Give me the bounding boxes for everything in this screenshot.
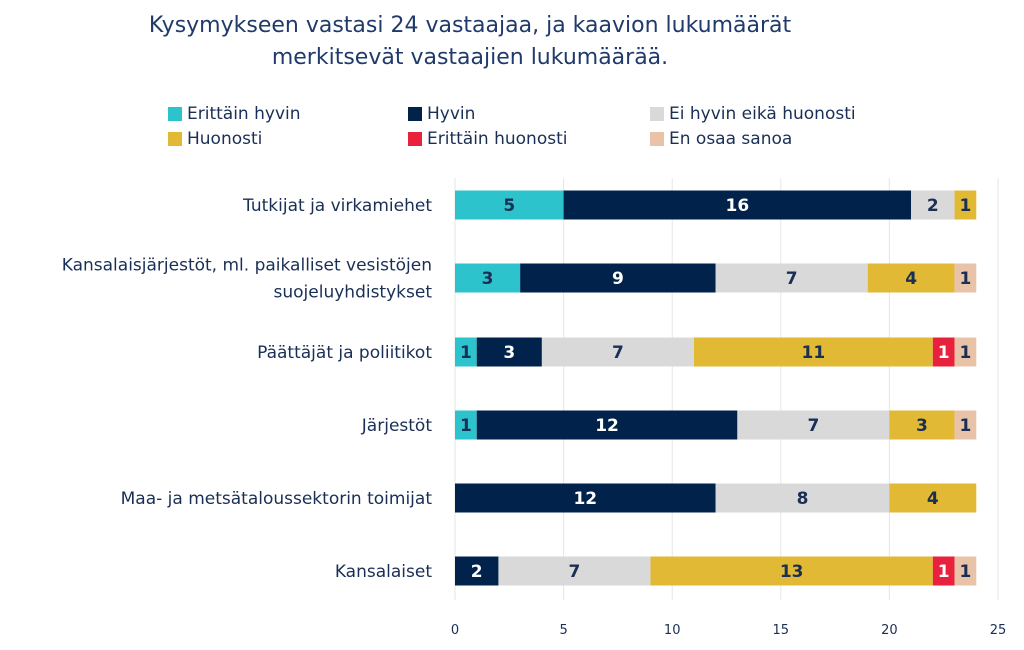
bar-segment [737,410,890,440]
bar-segment [520,263,716,293]
bar-segment [954,190,977,220]
data-label: 13 [780,562,804,582]
bar-segment [889,483,977,513]
bar-segment [932,337,955,367]
data-label: 2 [927,196,939,216]
chart-title: merkitsevät vastaajien lukumäärää. [272,45,668,70]
data-label: 1 [460,343,472,363]
bar-segment [889,410,955,440]
bar-segment [650,556,933,586]
data-label: 4 [905,269,917,289]
bar-segment [455,410,477,440]
data-label: 11 [802,343,826,363]
data-label: 3 [482,269,494,289]
legend-swatch [408,107,422,121]
data-label: 12 [595,416,619,436]
bar-segment [455,483,716,513]
legend-label: Hyvin [427,104,475,124]
bar-segment [563,190,912,220]
category-label: Tutkijat ja virkamiehet [242,196,432,216]
bar-segment [932,556,955,586]
legend-label: En osaa sanoa [669,129,792,149]
data-label: 4 [927,489,939,509]
data-label: 16 [726,196,750,216]
legend-swatch [650,107,664,121]
bar-segment [455,556,499,586]
category-label: Kansalaisjärjestöt, ml. paikalliset vesi… [62,256,432,276]
data-label: 8 [797,489,809,509]
data-label: 12 [573,489,597,509]
legend-label: Huonosti [187,129,262,149]
bar-segment [455,190,564,220]
bar-segment [954,263,977,293]
data-label: 3 [503,343,515,363]
bar-segment [693,337,933,367]
bar-segment [715,263,868,293]
legend-swatch [408,132,422,146]
bar-segment [455,337,477,367]
legend-label: Erittäin hyvin [187,104,301,124]
data-label: 1 [938,343,950,363]
bar-segment [911,190,955,220]
data-label: 1 [959,196,971,216]
data-label: 1 [938,562,950,582]
data-label: 2 [471,562,483,582]
data-label: 9 [612,269,624,289]
data-label: 1 [460,416,472,436]
bar-segment [455,263,521,293]
legend-label: Erittäin huonosti [427,129,567,149]
bar-segment [541,337,694,367]
legend-swatch [168,107,182,121]
category-label: suojeluyhdistykset [274,283,433,303]
chart-title: Kysymykseen vastasi 24 vastaajaa, ja kaa… [149,13,792,38]
category-label: Järjestöt [361,416,433,436]
data-label: 3 [916,416,928,436]
x-tick-label: 5 [559,623,567,638]
category-label: Kansalaiset [335,562,432,582]
category-label: Päättäjät ja poliitikot [257,343,432,363]
x-tick-label: 15 [773,623,790,638]
bar-segment [476,337,542,367]
bar-segment [715,483,890,513]
x-tick-label: 0 [451,623,459,638]
legend-label: Ei hyvin eikä huonosti [669,104,856,124]
data-label: 1 [959,416,971,436]
legend-swatch [650,132,664,146]
data-label: 5 [503,196,515,216]
bar-segment [954,337,977,367]
bar-segment [867,263,955,293]
category-label: Maa- ja metsätaloussektorin toimijat [121,489,433,509]
data-label: 7 [807,416,819,436]
data-label: 1 [959,269,971,289]
bar-segment [476,410,738,440]
data-label: 7 [569,562,581,582]
data-label: 7 [612,343,624,363]
data-label: 1 [959,343,971,363]
x-tick-label: 10 [664,623,681,638]
x-tick-label: 20 [881,623,898,638]
legend-swatch [168,132,182,146]
data-label: 7 [786,269,798,289]
bar-segment [498,556,651,586]
bar-segment [954,410,977,440]
bar-segment [954,556,977,586]
data-label: 1 [959,562,971,582]
x-tick-label: 25 [990,623,1007,638]
